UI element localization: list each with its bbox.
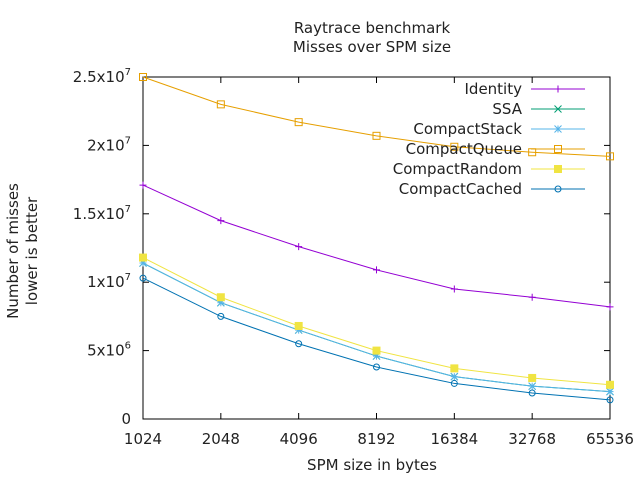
series-compactrandom: [139, 253, 614, 389]
legend-label: CompactStack: [413, 120, 522, 138]
x-tick-label: 32768: [508, 430, 556, 448]
legend-label: SSA: [492, 100, 522, 118]
legend-label: CompactQueue: [406, 140, 522, 158]
data-point: [372, 352, 381, 360]
data-point: [606, 152, 614, 161]
data-point: [554, 165, 562, 173]
data-point: [372, 346, 381, 355]
series-ssa: [139, 259, 614, 396]
y-axis: 0 5x106 1x107 1.5x107 2x107 2.5x107: [73, 67, 610, 428]
data-point: [372, 131, 381, 140]
legend-label: Identity: [465, 80, 523, 98]
data-point: [216, 298, 225, 307]
data-point: [139, 73, 147, 81]
data-point: [450, 379, 458, 387]
data-point: [554, 185, 562, 193]
series-line: [142, 76, 611, 157]
series-compactcached: [139, 274, 614, 404]
y-tick-label: 2.5x107: [73, 67, 131, 86]
series-line: [142, 257, 611, 386]
x-tick-label: 8192: [357, 430, 395, 448]
y-tick-label: 5x106: [87, 341, 131, 360]
data-point: [554, 125, 562, 133]
data-point: [606, 380, 614, 389]
data-point: [606, 387, 614, 396]
data-point: [450, 372, 459, 381]
legend: Identity SSA CompactStack CompactQueue Compa…: [393, 80, 585, 198]
data-point: [295, 243, 303, 251]
data-point: [528, 389, 536, 397]
x-tick-label: 65536: [586, 430, 634, 448]
legend-label: CompactRandom: [393, 160, 522, 178]
y-tick-label: 1x107: [87, 272, 131, 291]
data-point: [139, 181, 147, 189]
data-point: [217, 312, 225, 320]
series-line: [142, 262, 611, 393]
data-point: [450, 285, 458, 293]
series-line: [142, 262, 611, 393]
series-line: [142, 277, 611, 401]
y-axis-subtitle: lower is better: [23, 196, 41, 305]
x-axis: 1024 2048 4096 8192 16384 32768 65536: [124, 77, 634, 448]
data-point: [295, 340, 303, 348]
data-point: [606, 303, 614, 311]
x-tick-label: 4096: [280, 430, 318, 448]
data-point: [528, 382, 537, 391]
data-point: [294, 321, 303, 330]
data-point: [528, 373, 537, 382]
x-tick-label: 1024: [124, 430, 162, 448]
y-axis-title: Number of misses: [4, 183, 22, 319]
data-point: [554, 105, 562, 113]
data-point: [373, 266, 380, 274]
chart-subtitle: Misses over SPM size: [293, 38, 451, 56]
data-point: [606, 396, 614, 404]
data-point: [554, 85, 562, 93]
data-point: [528, 293, 536, 301]
y-tick-label: 2x107: [87, 135, 131, 154]
series-identity: [139, 181, 614, 311]
series-line: [142, 184, 611, 308]
data-point: [139, 274, 147, 282]
data-point: [294, 118, 303, 127]
x-axis-title: SPM size in bytes: [307, 456, 437, 474]
data-point: [373, 363, 380, 371]
series-layer: [139, 73, 614, 404]
data-point: [217, 217, 225, 225]
y-tick-label: 1.5x107: [73, 204, 131, 223]
y-tick-label: 0: [121, 410, 131, 428]
legend-label: CompactCached: [399, 180, 522, 198]
x-tick-label: 2048: [202, 430, 240, 448]
data-point: [554, 145, 562, 153]
data-point: [216, 100, 225, 109]
data-point: [294, 326, 303, 334]
data-point: [139, 253, 147, 262]
data-point: [450, 142, 459, 151]
plot-frame: [142, 76, 611, 420]
data-point: [450, 364, 459, 373]
data-point: [139, 259, 147, 267]
x-tick-label: 16384: [430, 430, 478, 448]
series-compactstack: [139, 259, 614, 396]
chart-title: Raytrace benchmark: [294, 19, 451, 37]
data-point: [216, 293, 225, 302]
series-compactqueue: [139, 73, 614, 161]
